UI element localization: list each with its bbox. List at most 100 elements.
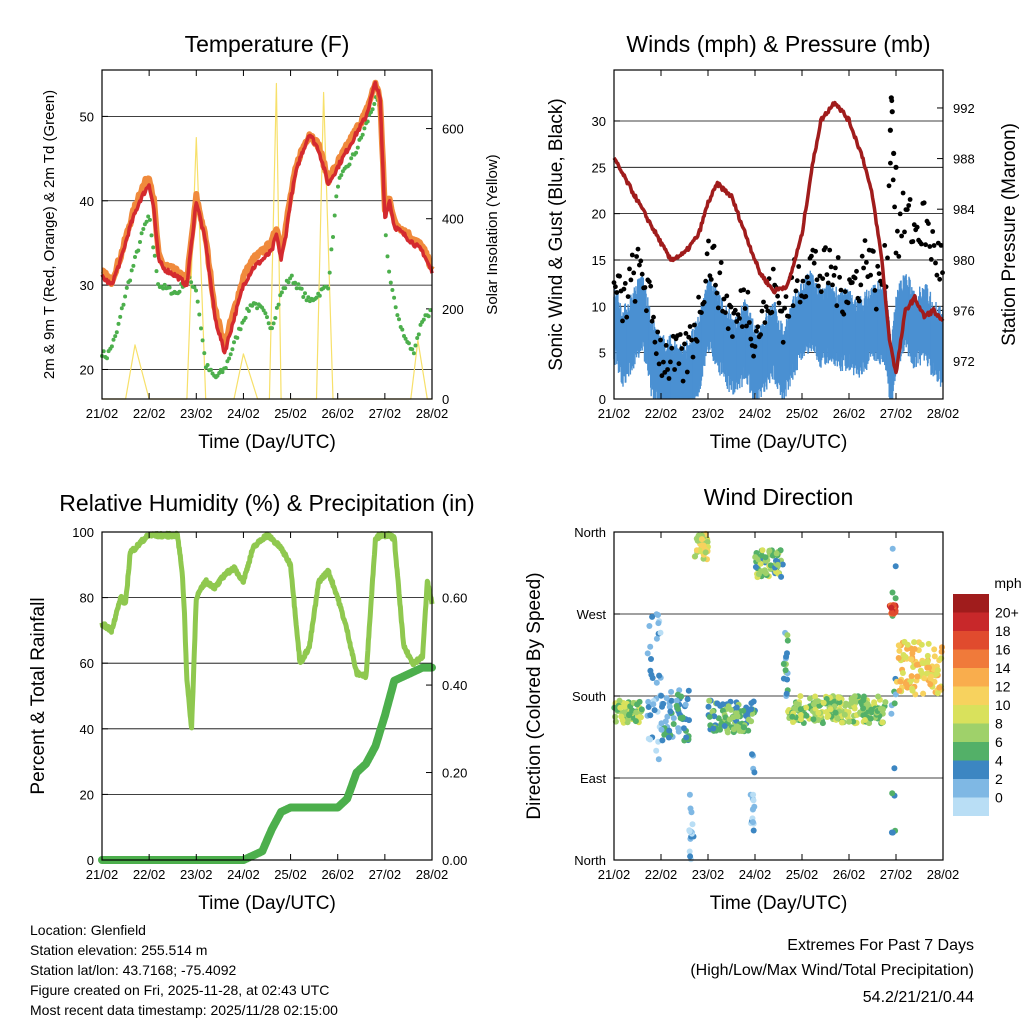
direction-point — [842, 702, 849, 709]
gust-point — [646, 279, 652, 285]
direction-point — [745, 727, 752, 734]
direction-point — [751, 769, 758, 776]
direction-point — [919, 660, 926, 667]
direction-point — [850, 718, 857, 725]
direction-point — [750, 827, 757, 834]
dewpoint-point — [317, 293, 322, 298]
dewpoint-point — [383, 233, 388, 238]
direction-point — [815, 717, 822, 723]
gust-point — [854, 268, 859, 274]
direction-point — [798, 716, 804, 723]
gust-point — [622, 281, 628, 286]
x-tick-label-26/02: 26/02 — [321, 406, 354, 421]
direction-point — [877, 705, 884, 712]
gust-point — [876, 271, 882, 276]
gust-point — [620, 318, 625, 324]
gust-point — [739, 324, 745, 329]
direction-point — [891, 765, 898, 772]
direction-point — [750, 819, 756, 826]
series-station-pressure — [612, 100, 945, 375]
dir-left-tick-label-East: East — [580, 771, 606, 786]
gust-point — [627, 266, 632, 272]
gust-point — [849, 280, 855, 285]
direction-point — [783, 690, 790, 697]
x-tick-label-22/02: 22/02 — [645, 867, 678, 882]
gust-point — [775, 293, 780, 299]
legend-label-2: 2 — [995, 771, 1003, 787]
direction-point — [745, 716, 752, 723]
rh-left-tick-label-80: 80 — [80, 591, 94, 606]
direction-point — [931, 653, 938, 660]
gust-point — [856, 298, 862, 304]
direction-point — [657, 629, 664, 636]
gust-point — [648, 283, 654, 289]
direction-point — [709, 708, 716, 715]
wind-direction-panel: Wind DirectionNorthEastSouthWestNorth21/… — [524, 484, 959, 914]
x-tick-label-23/02: 23/02 — [692, 406, 725, 421]
gust-point — [838, 287, 844, 293]
humidity-precip-panel: Relative Humidity (%) & Precipitation (i… — [28, 490, 475, 914]
dewpoint-point — [121, 302, 126, 307]
direction-point — [858, 699, 864, 706]
gust-point — [816, 283, 821, 289]
direction-point — [889, 790, 896, 797]
dewpoint-point — [141, 227, 146, 231]
direction-point — [860, 705, 867, 712]
gust-point — [814, 277, 820, 283]
gust-point — [711, 243, 717, 249]
temp-left-tick-label-50: 50 — [80, 109, 94, 124]
direction-point — [686, 828, 693, 835]
direction-point — [726, 716, 733, 723]
gust-point — [737, 316, 742, 321]
wind-left-tick-label-15: 15 — [592, 253, 606, 268]
direction-point — [825, 712, 832, 719]
gust-point — [873, 306, 879, 312]
legend-swatch — [953, 779, 989, 798]
gust-point — [794, 278, 800, 284]
dewpoint-point — [105, 356, 109, 361]
gust-point — [742, 306, 748, 311]
direction-point — [711, 713, 718, 720]
gust-point — [706, 238, 711, 244]
dewpoint-point — [426, 314, 431, 319]
temp-right-tick-label-400: 400 — [442, 212, 464, 227]
dewpoint-point — [195, 299, 200, 304]
direction-point — [888, 604, 895, 611]
temperature-ylabel-right: Solar Insolation (Yellow) — [484, 154, 501, 314]
direction-point — [692, 553, 699, 560]
direction-point — [663, 695, 670, 702]
direction-point — [706, 697, 713, 704]
dewpoint-point — [200, 338, 205, 343]
dewpoint-point — [199, 326, 203, 331]
dewpoint-point — [336, 184, 340, 189]
legend-swatch — [953, 612, 989, 631]
direction-point — [783, 653, 790, 660]
gust-point — [732, 307, 738, 313]
dewpoint-point — [167, 285, 172, 290]
direction-point — [644, 650, 651, 657]
footer-location: Location: Glenfield — [30, 922, 146, 938]
series-wind-direction — [611, 530, 945, 863]
direction-point — [838, 719, 845, 726]
dewpoint-point — [146, 214, 151, 219]
gust-point — [655, 329, 661, 335]
dir-left-tick-label-North: North — [574, 525, 606, 540]
gust-point — [701, 299, 707, 305]
direction-point — [721, 723, 728, 729]
direction-point — [814, 698, 821, 705]
gust-point — [897, 211, 903, 217]
dir-left-tick-label-South: South — [572, 689, 606, 704]
gust-point — [833, 265, 838, 271]
legend-swatch — [953, 594, 989, 613]
gust-point — [666, 376, 672, 381]
legend-swatch — [953, 631, 989, 650]
gust-point — [704, 251, 710, 257]
gust-point — [890, 177, 896, 183]
x-tick-label-22/02: 22/02 — [133, 867, 166, 882]
dewpoint-point — [230, 347, 235, 352]
direction-point — [702, 549, 709, 556]
precip-right-tick-label-0.40: 0.40 — [442, 678, 467, 693]
dewpoint-point — [410, 347, 415, 352]
dewpoint-point — [400, 327, 405, 332]
